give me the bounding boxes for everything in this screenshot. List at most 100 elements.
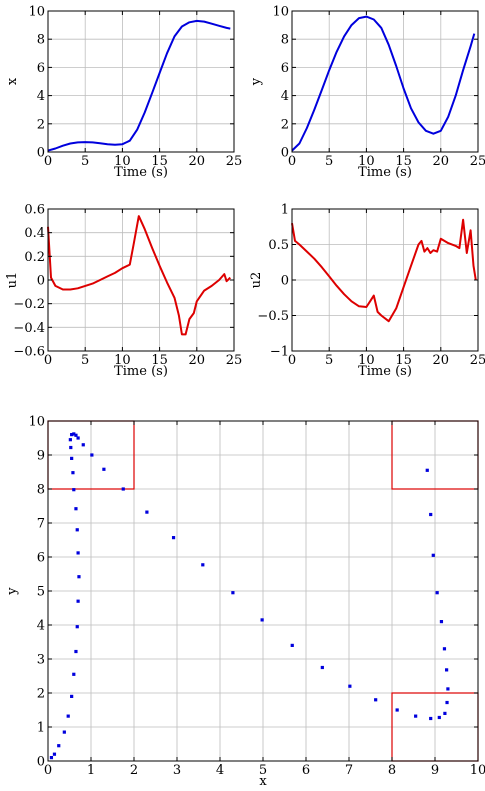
y-tick-label: 8: [281, 33, 289, 48]
data-point: [74, 649, 78, 654]
plot-frame: [291, 10, 479, 153]
data-point: [90, 453, 94, 457]
x-tick-label: 4: [216, 763, 224, 778]
x-tick-label: 5: [81, 154, 89, 169]
y-tick-label: 4: [37, 89, 45, 104]
y-tick-label: 8: [37, 33, 45, 48]
data-point: [49, 756, 54, 760]
data-point: [395, 708, 399, 712]
data-point: [71, 471, 75, 475]
data-point: [446, 687, 450, 691]
y-tick-label: 10: [272, 5, 289, 20]
x-tick-label: 0: [288, 353, 296, 368]
x-tick-label: 10: [358, 353, 375, 368]
x-tick-label: 10: [358, 154, 375, 169]
data-point: [75, 528, 79, 532]
y-tick-label: 2: [37, 687, 45, 702]
chart-u1-vs-time: 0 5 10 15 20 25 −0.6 −0.4 −0.2 0 0.2 0.4 0.6 Time (s)…: [5, 203, 242, 380]
data-point: [72, 432, 76, 436]
y-tick-label: 7: [37, 517, 45, 532]
data-point: [439, 620, 444, 624]
y-tick-label: 3: [37, 653, 45, 668]
y-tick-label: 0.5: [268, 238, 289, 253]
x-tick-label: 6: [302, 763, 310, 778]
x-axis-label: Time (s): [358, 364, 412, 379]
data-point: [72, 488, 76, 492]
y-axis-label: u1: [5, 272, 20, 289]
x-tick-label: 10: [114, 154, 131, 169]
x-tick-label: 15: [151, 353, 168, 368]
series-line: [291, 15, 476, 152]
data-point: [431, 553, 435, 557]
data-point: [429, 716, 433, 721]
x-tick-label: 20: [433, 154, 450, 169]
data-point: [425, 468, 429, 472]
data-point: [443, 711, 447, 715]
data-point: [171, 536, 176, 540]
y-tick-label: −1: [270, 345, 289, 360]
x-tick-label: 3: [173, 763, 181, 778]
x-tick-label: 15: [395, 154, 412, 169]
data-point: [414, 714, 418, 718]
x-tick-label: 1: [87, 763, 95, 778]
data-point: [442, 647, 447, 651]
y-tick-label: 0.2: [24, 250, 45, 265]
data-point: [75, 625, 79, 629]
y-tick-label: 6: [281, 61, 289, 76]
series-line: [291, 218, 477, 323]
x-tick-label: 15: [395, 353, 412, 368]
x-tick-label: 5: [259, 763, 267, 778]
y-tick-label: 5: [37, 585, 45, 600]
y-tick-label: 8: [37, 483, 45, 498]
x-tick-label: 5: [81, 353, 89, 368]
x-tick-label: 10: [114, 353, 131, 368]
data-point: [81, 443, 85, 447]
y-tick-label: 10: [28, 5, 45, 20]
y-tick-label: 6: [37, 61, 45, 76]
y-tick-label: 4: [37, 619, 45, 634]
x-tick-label: 2: [130, 763, 138, 778]
data-point: [445, 668, 449, 672]
data-point: [445, 700, 449, 705]
data-point: [77, 575, 81, 579]
x-tick-label: 25: [470, 353, 485, 368]
data-point: [72, 672, 76, 676]
x-axis-label: Time (s): [114, 364, 168, 379]
data-point: [74, 433, 78, 437]
y-tick-label: −0.5: [257, 309, 289, 324]
data-point: [348, 684, 352, 688]
x-tick-label: 9: [431, 763, 439, 778]
y-tick-label: 9: [37, 449, 45, 464]
y-tick-label: 1: [37, 721, 45, 736]
data-point: [435, 591, 439, 595]
data-point: [76, 599, 80, 603]
data-point: [70, 433, 74, 437]
x-axis-label: Time (s): [358, 165, 412, 180]
data-point: [68, 438, 72, 442]
x-tick-label: 0: [44, 154, 52, 169]
y-axis-label: u2: [249, 272, 264, 289]
y-tick-label: 1: [281, 203, 289, 218]
x-tick-label: 25: [470, 154, 485, 169]
x-tick-label: 25: [226, 353, 243, 368]
y-tick-label: 2: [281, 117, 289, 132]
data-point: [290, 643, 294, 647]
y-tick-label: −0.2: [13, 297, 45, 312]
x-tick-label: 0: [44, 763, 52, 778]
data-point: [76, 551, 80, 555]
y-tick-label: 4: [281, 89, 289, 104]
y-tick-label: 6: [37, 551, 45, 566]
x-axis-label: Time (s): [114, 165, 168, 180]
x-tick-label: 10: [470, 763, 485, 778]
data-point: [102, 467, 106, 471]
data-point: [429, 512, 433, 517]
data-point: [62, 730, 66, 734]
data-point: [437, 715, 441, 720]
x-tick-label: 5: [325, 353, 333, 368]
x-tick-label: 20: [189, 154, 206, 169]
x-tick-label: 15: [151, 154, 168, 169]
y-tick-label: 10: [28, 415, 45, 430]
